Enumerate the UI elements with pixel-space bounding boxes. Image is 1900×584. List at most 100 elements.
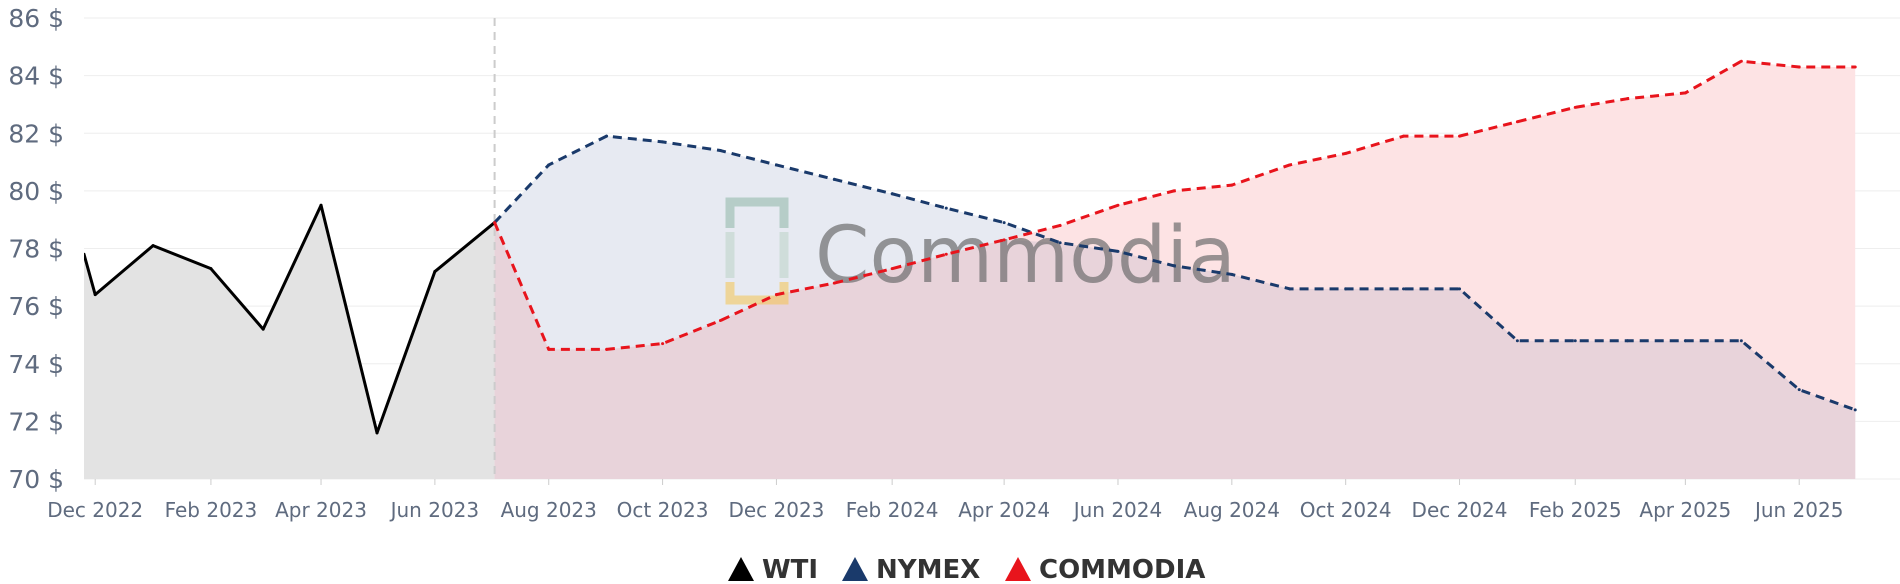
data-point-nymex xyxy=(1797,388,1801,392)
data-point-nymex xyxy=(1402,287,1406,291)
x-tick-label: Jun 2023 xyxy=(389,498,480,522)
data-point-nymex xyxy=(1230,272,1234,276)
x-tick-label: Feb 2023 xyxy=(165,498,258,522)
x-tick-label: Oct 2023 xyxy=(617,498,709,522)
data-point-nymex xyxy=(1573,339,1577,343)
x-tick-label: Dec 2024 xyxy=(1412,498,1508,522)
data-point-nymex xyxy=(1288,287,1292,291)
y-tick-label: 82 $ xyxy=(8,119,64,148)
chart-area-fills xyxy=(84,61,1856,479)
triangle-icon xyxy=(842,557,868,581)
area-overlap xyxy=(494,222,1856,479)
data-point-nymex xyxy=(661,140,665,144)
chart-series-lines xyxy=(84,59,1857,435)
y-tick-label: 70 $ xyxy=(8,465,64,494)
x-tick-label: Oct 2024 xyxy=(1300,498,1392,522)
x-tick-label: Feb 2025 xyxy=(1529,498,1622,522)
data-point-nymex xyxy=(605,134,609,138)
data-point-wti xyxy=(151,244,155,248)
x-tick-label: Dec 2023 xyxy=(728,498,824,522)
data-point-nymex xyxy=(1116,249,1120,253)
y-tick-label: 80 $ xyxy=(8,177,64,206)
data-point-commodia xyxy=(1288,163,1292,167)
data-point-commodia xyxy=(661,342,665,346)
data-point-commodia xyxy=(1626,97,1630,101)
x-tick-label: Apr 2025 xyxy=(1639,498,1731,522)
x-tick-label: Aug 2024 xyxy=(1184,498,1280,522)
y-tick-label: 78 $ xyxy=(8,235,64,264)
x-tick-label: Apr 2023 xyxy=(275,498,367,522)
data-point-commodia xyxy=(890,267,894,271)
data-point-nymex xyxy=(890,192,894,196)
triangle-icon xyxy=(728,557,754,581)
watermark: Commodia xyxy=(725,197,1236,305)
data-point-nymex xyxy=(1344,287,1348,291)
data-point-commodia xyxy=(1402,134,1406,138)
x-axis: Dec 2022 Feb 2023 Apr 2023 Jun 2023 Aug 2023… xyxy=(47,479,1843,522)
data-point-wti xyxy=(84,252,86,256)
y-tick-label: 72 $ xyxy=(8,407,64,436)
data-point-commodia xyxy=(547,347,551,351)
data-point-nymex xyxy=(1515,339,1519,343)
data-point-nymex xyxy=(832,177,836,181)
area-wti xyxy=(84,205,495,479)
data-point-nymex xyxy=(1002,221,1006,225)
data-point-nymex xyxy=(1058,241,1062,245)
data-point-commodia xyxy=(605,347,609,351)
data-point-commodia xyxy=(1515,120,1519,124)
y-tick-label: 74 $ xyxy=(8,350,64,379)
y-axis: 70 $ 72 $ 74 $ 76 $ 78 $ 80 $ 82 $ 84 $ 86 $ xyxy=(8,4,64,494)
y-tick-label: 84 $ xyxy=(8,62,64,91)
legend-label: COMMODIA xyxy=(1039,555,1205,584)
legend-label: WTI xyxy=(762,555,818,584)
data-point-commodia xyxy=(774,293,778,297)
x-tick-label: Aug 2023 xyxy=(501,498,597,522)
x-tick-label: Jun 2024 xyxy=(1072,498,1163,522)
data-point-wti xyxy=(433,270,437,274)
data-point-wti xyxy=(261,327,265,331)
data-point-commodia xyxy=(1739,59,1743,63)
triangle-icon xyxy=(1005,557,1031,581)
data-point-wti xyxy=(209,267,213,271)
data-point-commodia xyxy=(1853,65,1857,69)
x-tick-label: Dec 2022 xyxy=(47,498,143,522)
data-point-commodia xyxy=(718,319,722,323)
legend-item-nymex: NYMEX xyxy=(842,555,980,584)
data-point-commodia xyxy=(1058,223,1062,227)
x-tick-label: Feb 2024 xyxy=(846,498,939,522)
data-point-commodia xyxy=(832,281,836,285)
data-point-nymex xyxy=(1626,339,1630,343)
data-point-commodia xyxy=(1002,238,1006,242)
legend-item-wti: WTI xyxy=(728,555,818,584)
x-tick-label: Jun 2025 xyxy=(1753,498,1844,522)
data-point-commodia xyxy=(493,221,497,225)
data-point-commodia xyxy=(1230,183,1234,187)
data-point-commodia xyxy=(1344,151,1348,155)
data-point-nymex xyxy=(944,206,948,210)
legend-label: NYMEX xyxy=(876,555,980,584)
data-point-commodia xyxy=(1458,134,1462,138)
data-point-nymex xyxy=(1853,408,1857,412)
data-point-nymex xyxy=(1683,339,1687,343)
x-tick-label: Apr 2024 xyxy=(958,498,1050,522)
data-point-nymex xyxy=(547,163,551,167)
y-tick-label: 86 $ xyxy=(8,4,64,33)
data-point-commodia xyxy=(1116,203,1120,207)
data-point-commodia xyxy=(1172,189,1176,193)
data-point-wti xyxy=(93,293,97,297)
data-point-wti xyxy=(319,203,323,207)
data-point-wti xyxy=(375,431,379,435)
commodia-logo-icon xyxy=(725,197,789,305)
data-point-nymex xyxy=(718,149,722,153)
watermark-text: Commodia xyxy=(815,211,1236,301)
data-point-nymex xyxy=(1458,287,1462,291)
data-point-commodia xyxy=(1683,91,1687,95)
y-tick-label: 76 $ xyxy=(8,292,64,321)
data-point-commodia xyxy=(1797,65,1801,69)
data-point-commodia xyxy=(1573,105,1577,109)
data-point-nymex xyxy=(1739,339,1743,343)
data-point-commodia xyxy=(944,252,948,256)
data-point-nymex xyxy=(774,163,778,167)
chart-legend: WTI NYMEX COMMODIA xyxy=(728,555,1205,584)
